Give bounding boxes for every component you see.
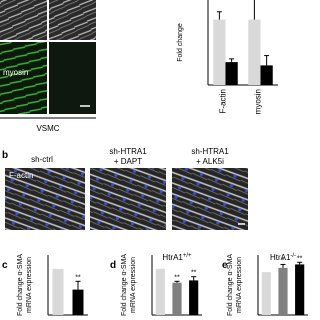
bar bbox=[248, 19, 261, 85]
y-axis-label: Fold change α-SMA bbox=[17, 254, 24, 316]
micrograph bbox=[5, 168, 85, 230]
micrograph bbox=[0, 0, 47, 40]
y-axis-label: mRNA expression bbox=[26, 257, 33, 313]
y-axis-label: mRNA expression bbox=[236, 257, 243, 313]
chart-title: HtrA1-/- bbox=[270, 253, 296, 262]
bar bbox=[261, 272, 271, 315]
bar bbox=[155, 268, 165, 315]
micrograph bbox=[49, 42, 96, 114]
x-tick-label: F-actin bbox=[219, 89, 228, 113]
bar bbox=[52, 268, 64, 315]
condition-label: sh-HTRA1 bbox=[191, 147, 229, 156]
panel-letter: d bbox=[110, 260, 116, 271]
micrograph bbox=[49, 0, 96, 40]
micrograph bbox=[172, 168, 248, 230]
title-text: HtrA1 bbox=[162, 253, 183, 262]
bar bbox=[295, 264, 305, 315]
significance: ** bbox=[297, 255, 303, 262]
condition-label: sh-ctrl bbox=[31, 155, 53, 164]
y-axis-label: mRNA expression bbox=[130, 257, 137, 313]
micrograph bbox=[90, 168, 166, 230]
y-axis-label: Fold change bbox=[177, 23, 184, 62]
bar bbox=[72, 289, 84, 315]
panel-letter: b bbox=[2, 150, 8, 161]
title-sup: -/- bbox=[290, 253, 296, 259]
significance: * bbox=[282, 257, 285, 264]
y-axis-label: Fold change α-SMA bbox=[227, 254, 234, 316]
bar bbox=[189, 280, 199, 315]
image-label: F-actin bbox=[9, 171, 33, 180]
significance: ** bbox=[191, 270, 197, 277]
group-label: VSMC bbox=[36, 124, 59, 133]
significance: ** bbox=[75, 274, 81, 281]
condition-label: sh-HTRA1 bbox=[109, 147, 147, 156]
y-axis-label: Fold change α-SMA bbox=[121, 254, 128, 316]
bar bbox=[172, 282, 182, 315]
bar bbox=[260, 65, 273, 85]
title-sup: +/+ bbox=[183, 253, 192, 259]
condition-label: + ALK5i bbox=[196, 157, 224, 166]
panel-letter: c bbox=[2, 260, 8, 271]
panel-letter: e bbox=[222, 260, 228, 271]
title-text: HtrA1 bbox=[270, 253, 291, 262]
x-tick-label: myosin bbox=[254, 89, 263, 114]
bar bbox=[213, 19, 226, 85]
image-label: myosin bbox=[3, 68, 28, 77]
bar bbox=[225, 62, 238, 85]
chart-title: HtrA1+/+ bbox=[162, 253, 192, 262]
significance: ** bbox=[174, 274, 180, 281]
condition-label: + DAPT bbox=[114, 157, 142, 166]
micrograph bbox=[0, 42, 47, 114]
bar bbox=[278, 267, 288, 315]
